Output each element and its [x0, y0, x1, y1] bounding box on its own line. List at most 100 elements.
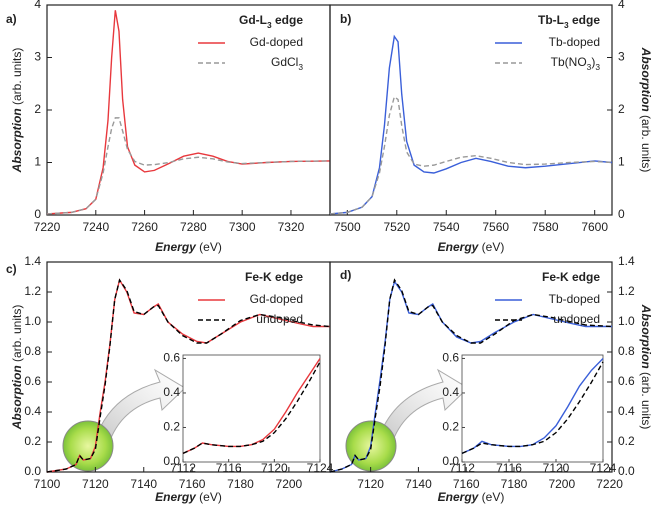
y-tick-label: 0.8: [24, 344, 41, 358]
y-tick-label: 1.4: [24, 254, 41, 268]
x-axis-label: Energy (eV): [155, 240, 222, 254]
series-line: [46, 10, 331, 215]
y-tick-label: 1.0: [24, 314, 41, 328]
inset-line: [182, 361, 321, 455]
y-tick-label: 0.6: [24, 374, 41, 388]
y-tick-label: 4: [34, 0, 41, 11]
series-line: [46, 117, 331, 215]
inset-y-tick-label: 0.6: [163, 351, 180, 365]
x-tick-label: 7520: [383, 220, 410, 234]
inset-x-tick-label: 7124: [590, 461, 617, 475]
x-tick-label: 7240: [82, 220, 109, 234]
x-tick-label: 7300: [229, 220, 256, 234]
y-tick-label: 0.2: [618, 434, 635, 448]
y-tick-label: 0.4: [618, 404, 635, 418]
x-tick-label: 7220: [596, 477, 623, 491]
y-tick-label: 1.2: [618, 284, 635, 298]
panel-label: b): [340, 12, 351, 26]
legend-label: Tb-doped: [549, 35, 600, 49]
panel-title: Gd-L3 edge: [239, 13, 303, 30]
legend-label: Tb(NO3)3: [551, 55, 601, 72]
x-tick-label: 7500: [334, 220, 361, 234]
inset-frame: [182, 354, 321, 463]
y-tick-label: 0: [618, 207, 625, 221]
inset-y-tick-label: 0.0: [163, 454, 180, 468]
y-tick-label: 0.0: [24, 464, 41, 478]
inset-x-tick-label: 7112: [449, 461, 475, 475]
inset-line: [182, 358, 321, 455]
panel-label: d): [340, 268, 351, 282]
inset-y-tick-label: 0.6: [442, 351, 459, 365]
x-tick-label: 7160: [179, 477, 206, 491]
x-tick-label: 7600: [581, 220, 608, 234]
inset-y-tick-label: 0.2: [442, 420, 459, 434]
legend-label: Gd-doped: [250, 292, 303, 306]
inset-x-tick-label: 7124: [307, 461, 334, 475]
panel-title: Tb-L3 edge: [538, 13, 600, 30]
series-line: [329, 95, 613, 215]
x-tick-label: 7140: [405, 477, 432, 491]
panel-title: Fe-K edge: [245, 270, 303, 284]
x-tick-label: 7260: [131, 220, 158, 234]
x-tick-label: 7560: [482, 220, 509, 234]
x-tick-label: 7180: [501, 477, 528, 491]
x-tick-label: 7280: [180, 220, 207, 234]
panel-label: a): [6, 12, 17, 26]
x-tick-label: 7120: [357, 477, 384, 491]
x-axis-label: Energy (eV): [438, 240, 505, 254]
inset-x-tick-label: 7116: [216, 461, 242, 475]
y-tick-label: 0: [34, 207, 41, 221]
x-tick-label: 7140: [130, 477, 157, 491]
y-tick-label: 1.0: [618, 314, 635, 328]
x-tick-label: 7580: [532, 220, 559, 234]
inset-x-tick-label: 7120: [261, 461, 288, 475]
legend-label: Gd-doped: [250, 35, 303, 49]
y-tick-label: 3: [618, 50, 625, 64]
y-tick-label: 0.8: [618, 344, 635, 358]
x-tick-label: 7120: [82, 477, 109, 491]
y-tick-label: 1: [34, 155, 41, 169]
x-tick-label: 7200: [276, 477, 303, 491]
y-tick-label: 3: [34, 50, 41, 64]
y-axis-label: Absorption (arb. units): [10, 305, 24, 431]
inset-y-tick-label: 0.4: [442, 385, 459, 399]
y-tick-label: 0.6: [618, 374, 635, 388]
legend-label: GdCl3: [271, 55, 303, 72]
y-tick-label: 0.0: [618, 464, 635, 478]
inset-x-tick-label: 7120: [543, 461, 570, 475]
series-line: [329, 278, 613, 473]
legend-label: Tb-doped: [549, 292, 600, 306]
panel-label: c): [6, 262, 17, 276]
inset-x-tick-label: 7116: [496, 461, 522, 475]
series-line: [329, 34, 613, 215]
y-tick-label: 2: [618, 102, 625, 116]
y-tick-label: 0.2: [24, 434, 41, 448]
y-axis-label: Absorption (arb. units): [639, 47, 653, 173]
series-line: [46, 278, 331, 473]
plot-frame: [329, 261, 613, 473]
legend-label: undoped: [256, 312, 303, 326]
inset-y-tick-label: 0.2: [163, 420, 180, 434]
x-tick-label: 7100: [34, 477, 61, 491]
x-tick-label: 7540: [433, 220, 460, 234]
inset-y-tick-label: 0.4: [163, 385, 180, 399]
x-axis-label: Energy (eV): [155, 490, 222, 504]
inset-line: [461, 361, 604, 455]
panel-title: Fe-K edge: [542, 270, 600, 284]
y-axis-label: Absorption (arb. units): [10, 48, 24, 174]
inset-x-tick-label: 7112: [170, 461, 196, 475]
y-tick-label: 0.4: [24, 404, 41, 418]
y-tick-label: 1.4: [618, 254, 635, 268]
y-tick-label: 1: [618, 155, 625, 169]
x-tick-label: 7160: [453, 477, 480, 491]
inset-y-tick-label: 0.0: [442, 454, 459, 468]
y-tick-label: 4: [618, 0, 625, 11]
x-tick-label: 7200: [548, 477, 575, 491]
y-axis-label: Absorption (arb. units): [639, 304, 653, 430]
x-tick-label: 7320: [278, 220, 305, 234]
x-tick-label: 7220: [34, 220, 61, 234]
legend-label: undoped: [553, 312, 600, 326]
x-axis-label: Energy (eV): [438, 490, 505, 504]
x-tick-label: 7180: [227, 477, 254, 491]
